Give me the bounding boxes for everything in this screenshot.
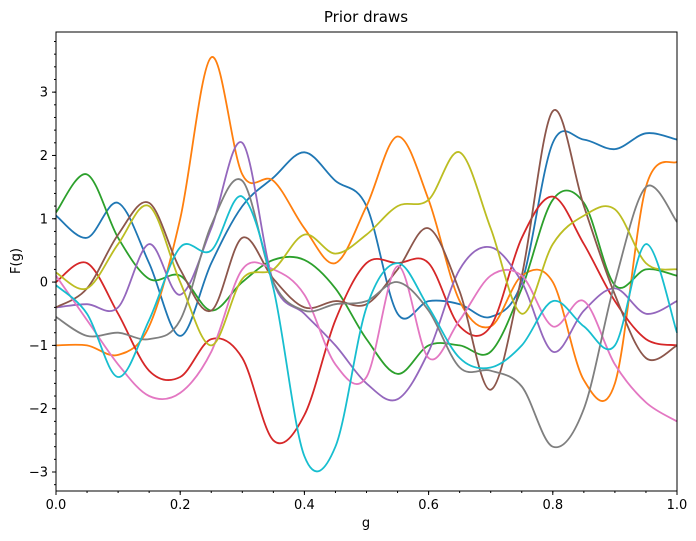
series-line-9	[55, 151, 678, 347]
y-tick-label: 3	[40, 86, 48, 101]
x-axis-ticks: 0.0 0.2 0.4 0.6 0.8 1.0	[46, 491, 688, 513]
series-line-7	[55, 261, 678, 423]
x-tick-label: 0.2	[170, 498, 191, 513]
x-tick-label: 0.8	[542, 498, 563, 513]
y-tick-label: 1	[40, 212, 48, 227]
series-line-8	[55, 178, 678, 449]
x-tick-label: 0.0	[46, 498, 67, 513]
series-line-4	[55, 195, 678, 445]
y-tick-label: 2	[40, 149, 48, 164]
series-layer	[55, 56, 678, 473]
x-axis-label: g	[362, 516, 370, 531]
y-axis-label: F(g)	[9, 248, 24, 274]
y-tick-label: −3	[29, 466, 48, 481]
series-line-2	[55, 56, 678, 402]
y-tick-label: −1	[29, 339, 48, 354]
series-line-3	[55, 173, 678, 375]
series-line-5	[55, 141, 678, 402]
y-tick-label: −2	[29, 402, 48, 417]
x-tick-label: 0.6	[418, 498, 439, 513]
y-tick-label: 0	[40, 276, 48, 291]
chart-title: Prior draws	[324, 8, 408, 26]
plot-frame	[55, 31, 678, 492]
x-tick-label: 1.0	[667, 498, 688, 513]
x-tick-label: 0.4	[294, 498, 315, 513]
y-axis-ticks: −3 −2 −1 0 1 2 3	[29, 40, 56, 486]
series-line-6	[55, 109, 678, 391]
series-line-10	[55, 195, 678, 473]
